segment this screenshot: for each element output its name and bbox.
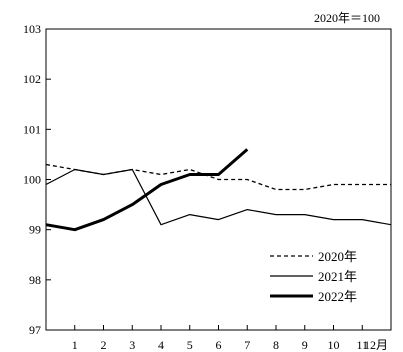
x-tick-label: 2 xyxy=(101,338,107,352)
legend-label: 2022年 xyxy=(318,289,357,304)
unit-note: 2020年＝100 xyxy=(314,11,380,25)
x-tick-label: 5 xyxy=(187,338,193,352)
x-tick-label: 3 xyxy=(129,338,135,352)
x-tick-label: 6 xyxy=(216,338,222,352)
y-tick-label: 103 xyxy=(23,22,41,36)
x-tick-label: 11 xyxy=(356,338,368,352)
series-line xyxy=(45,168,392,226)
series-line xyxy=(45,148,249,232)
y-tick-label: 97 xyxy=(29,323,41,337)
y-axis: 97 98 99 100 101 102 103 xyxy=(23,22,51,337)
x-tick-label: 12月 xyxy=(364,338,388,352)
y-tick-label: 99 xyxy=(29,223,41,237)
series-layer xyxy=(45,148,392,232)
x-tick-label: 10 xyxy=(328,338,340,352)
y-tick-label: 102 xyxy=(23,72,41,86)
y-tick-label: 100 xyxy=(23,173,41,187)
x-tick-label: 1 xyxy=(72,338,78,352)
legend: 2020年 2021年 2022年 xyxy=(270,249,357,304)
x-tick-label: 9 xyxy=(302,338,308,352)
x-tick-label: 7 xyxy=(244,338,250,352)
series-line xyxy=(45,163,391,191)
y-tick-label: 98 xyxy=(29,273,41,287)
legend-label: 2020年 xyxy=(318,249,357,264)
x-tick-label: 8 xyxy=(273,338,279,352)
legend-label: 2021年 xyxy=(318,269,357,284)
x-tick-label: 4 xyxy=(158,338,164,352)
y-tick-label: 101 xyxy=(23,122,41,136)
